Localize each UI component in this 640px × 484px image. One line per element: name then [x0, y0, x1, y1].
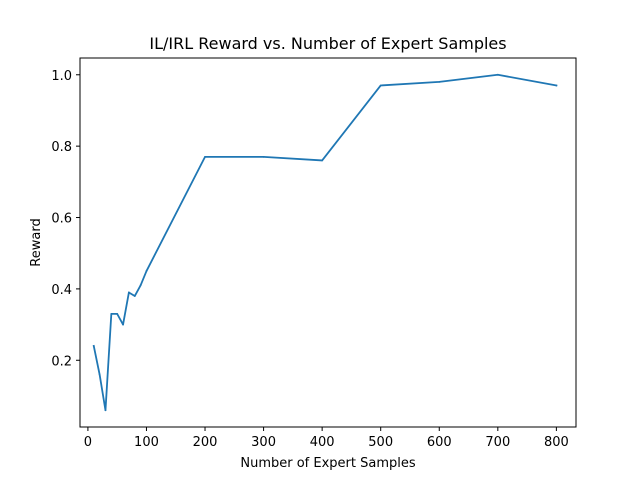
- data-point: [204, 155, 206, 158]
- x-tick-label: 200: [193, 435, 218, 450]
- data-point: [92, 345, 95, 347]
- data-point: [110, 312, 113, 315]
- data-point: [116, 312, 119, 315]
- data-point: [127, 291, 130, 294]
- y-axis-label: Reward: [29, 218, 44, 266]
- x-tick-label: 300: [251, 435, 276, 450]
- x-tick-label: 0: [84, 435, 92, 450]
- data-point: [555, 84, 558, 87]
- data-point: [321, 159, 324, 162]
- x-tick-label: 100: [134, 435, 159, 450]
- y-tick-label: 0.4: [51, 283, 72, 298]
- x-tick-label: 400: [310, 435, 335, 450]
- y-tick-label: 0.2: [51, 354, 72, 369]
- plot-frame: [79, 57, 577, 428]
- y-tick-label: 0.6: [51, 212, 72, 227]
- x-tick-label: 500: [368, 435, 393, 450]
- y-tick-label: 1.0: [51, 69, 72, 84]
- data-point: [145, 270, 148, 272]
- data-point: [379, 84, 382, 87]
- y-axis-ticks: 0.2 0.4 0.6 0.8 1.0: [51, 69, 80, 369]
- x-tick-label: 700: [485, 435, 510, 450]
- chart-title: IL/IRL Reward vs. Number of Expert Sampl…: [149, 34, 506, 53]
- data-point: [122, 323, 124, 326]
- data-point: [133, 295, 136, 297]
- x-axis-label: Number of Expert Samples: [240, 456, 415, 471]
- data-point: [98, 373, 101, 376]
- data-point: [496, 73, 499, 76]
- plot-series: [92, 73, 558, 412]
- x-tick-label: 800: [544, 435, 569, 450]
- data-point: [104, 409, 107, 412]
- x-tick-label: 600: [427, 435, 452, 450]
- data-point: [262, 155, 265, 158]
- data-point: [438, 81, 441, 83]
- x-axis-ticks: 0 100 200 300 400 500 600 700 800: [84, 427, 569, 450]
- y-tick-label: 0.8: [51, 140, 72, 155]
- data-point: [139, 284, 142, 287]
